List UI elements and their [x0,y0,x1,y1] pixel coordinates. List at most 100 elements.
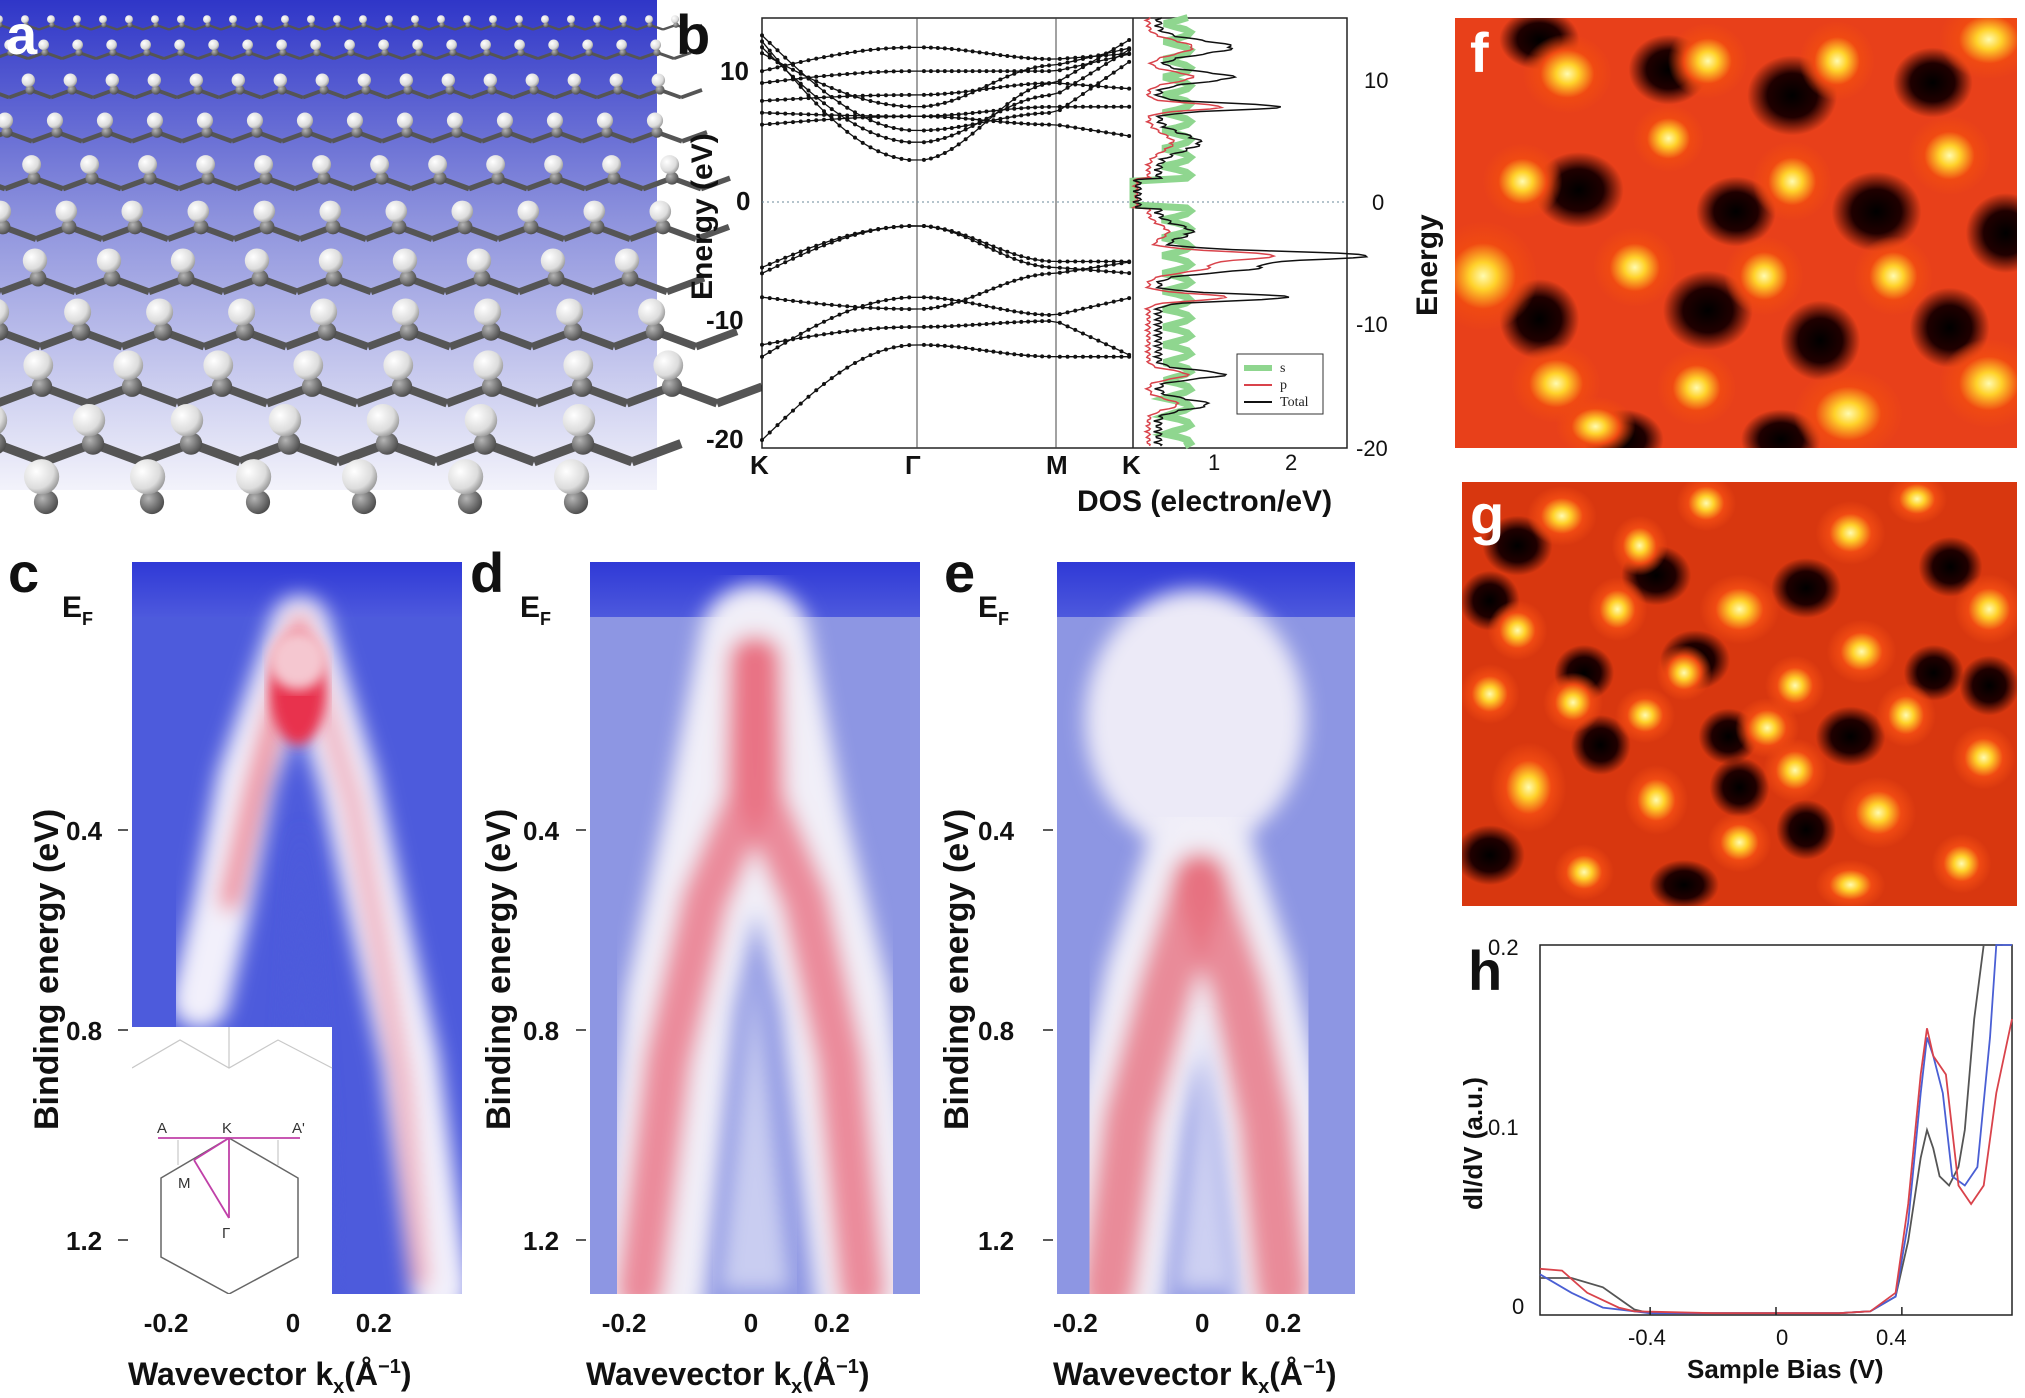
band-point [1080,259,1085,264]
legend-label-s: s [1280,361,1285,376]
band-point [760,354,764,359]
band-point [806,76,811,81]
hydrogen-atom [333,15,341,24]
xlabel-unit: (Å [344,1356,378,1392]
stm-bright-spot [1826,619,1897,684]
band-point [970,301,975,306]
hydrogen-atom [203,15,211,24]
stm-bright-spot [1632,104,1705,173]
band-point [1019,99,1024,104]
hydrogen-atom [392,248,418,273]
band-point [891,345,896,350]
carbon-atom [653,48,661,57]
band-point [949,47,954,52]
kpath-labels: K Γ M K [750,450,1141,480]
band-point [928,156,933,161]
band-point [868,98,873,103]
hydrogen-atom [582,39,594,51]
hydrogen-atom [385,15,393,24]
stm-bright-spot [1887,482,1948,524]
stm-bright-spot [1938,18,2017,80]
carbon-atom [85,171,99,185]
hydrogen-atom [602,155,622,174]
band-point [884,123,888,128]
carbon-atom [193,219,209,235]
band-point [837,94,842,99]
panel-letter-b: b [676,3,710,66]
carbon-atom [403,85,413,95]
stm-bright-spot [1931,833,1992,894]
band-point [991,286,996,291]
band-point [956,112,961,117]
stm-bright-spot [1724,236,1805,316]
band-point [806,58,811,63]
band-point [1127,59,1132,64]
band-point [1127,104,1132,109]
hydrogen-atom [596,112,614,129]
hydrogen-atom [342,459,378,495]
band-point [1026,56,1031,61]
carbon-atom [673,22,679,28]
band-point [1096,81,1101,86]
band-point [1040,111,1045,116]
carbon-atom [0,22,3,28]
hydrogen-atom [47,15,55,24]
band-point [1119,270,1124,275]
band-point [891,125,896,130]
hydrogen-atom [146,112,164,129]
band-point [907,223,912,228]
carbon-atom [7,48,15,57]
bz-label-gamma: Γ [222,1225,230,1242]
band-point [942,69,947,74]
band-point [783,260,788,265]
band-point [783,78,788,83]
carbon-atom [325,219,341,235]
band-point [963,137,968,142]
band-point [1019,310,1024,315]
xlabel-unit: (Å [802,1356,836,1392]
band-point [791,408,795,413]
arpes-ytick: 0.4 [978,816,1015,846]
band-point [1096,56,1101,61]
band-point [1073,354,1078,359]
band-ytick: -10 [706,305,744,335]
band-point [928,139,933,144]
band-point [1096,84,1101,89]
band-point [1088,86,1093,91]
band-point [860,70,865,75]
band-point [1040,258,1045,263]
band-point [1005,69,1010,74]
band-point [970,346,975,351]
dos-legend: s p Total [1236,353,1324,415]
band-point [814,101,819,106]
hydrogen-atom [541,15,549,24]
stm-bright-spot [1462,664,1520,724]
hydrogen-atom [378,39,390,51]
band-point [956,142,961,147]
band-point [891,155,896,160]
band-point [876,93,881,98]
carbon-atom [517,48,525,57]
carbon-atom [257,22,263,28]
bz-label-a: A [157,1120,167,1137]
hydrogen-atom [293,350,324,381]
band-point [991,247,996,252]
band-point [907,45,912,50]
band-point [1005,115,1010,120]
band-point [907,307,912,312]
band-point [1104,263,1109,268]
panel-g: g [1462,482,2017,906]
band-point [891,114,896,119]
hydrogen-atom [113,350,144,381]
carbon-atom [549,171,563,185]
carbon-atom [391,376,413,397]
band-point [837,237,842,242]
band-point [822,109,826,114]
band-point [1073,81,1078,85]
carbon-atom [51,126,63,138]
band-point [907,343,912,348]
didv-xtick: 0 [1776,1325,1788,1350]
band-point [891,137,896,142]
dos-ylabel-right: Energy [1411,214,1444,316]
band-point [1057,123,1062,128]
